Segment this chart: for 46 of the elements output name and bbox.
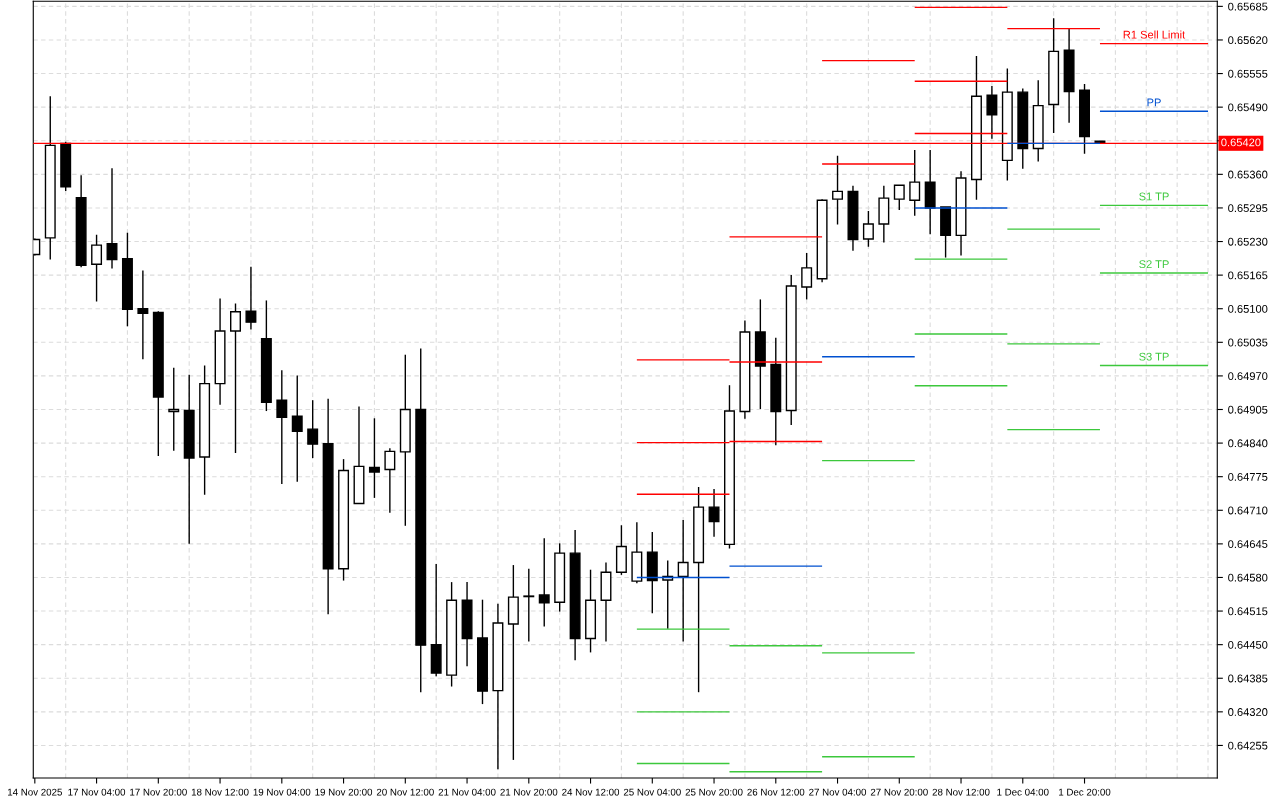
x-tick-label: 18 Nov 12:00 bbox=[191, 788, 249, 796]
y-tick-label: 0.64905 bbox=[1228, 405, 1268, 414]
x-tick-label: 17 Nov 04:00 bbox=[68, 788, 126, 796]
series-label: S2 TP bbox=[1139, 260, 1169, 269]
y-tick-label: 0.65360 bbox=[1228, 170, 1268, 179]
x-tick-label: 26 Nov 12:00 bbox=[747, 788, 805, 796]
x-tick-label: 1 Dec 20:00 bbox=[1059, 788, 1111, 796]
x-tick-label: 24 Nov 12:00 bbox=[562, 788, 620, 796]
series-label: S3 TP bbox=[1139, 352, 1169, 361]
x-tick-label: 21 Nov 04:00 bbox=[438, 788, 496, 796]
x-tick-label: 1 Dec 04:00 bbox=[997, 788, 1049, 796]
series-label: S1 TP bbox=[1139, 192, 1169, 201]
x-tick-label: 21 Nov 20:00 bbox=[500, 788, 558, 796]
x-tick-label: 20 Nov 12:00 bbox=[376, 788, 434, 796]
y-tick-label: 0.64515 bbox=[1228, 607, 1268, 616]
y-tick-label: 0.64385 bbox=[1228, 674, 1268, 683]
x-tick-label: 27 Nov 04:00 bbox=[809, 788, 867, 796]
y-tick-label: 0.64255 bbox=[1228, 741, 1268, 750]
y-tick-label: 0.65165 bbox=[1228, 271, 1268, 280]
y-tick-label: 0.65685 bbox=[1228, 2, 1268, 11]
x-tick-label: 25 Nov 04:00 bbox=[623, 788, 681, 796]
y-tick-label: 0.65035 bbox=[1228, 338, 1268, 347]
series-label: R1 Sell Limit bbox=[1123, 30, 1186, 39]
x-tick-label: 19 Nov 20:00 bbox=[315, 788, 373, 796]
y-tick-label: 0.64775 bbox=[1228, 472, 1268, 481]
y-tick-label: 0.65100 bbox=[1228, 304, 1268, 313]
y-tick-label: 0.65490 bbox=[1228, 103, 1268, 112]
x-tick-label: 28 Nov 12:00 bbox=[932, 788, 990, 796]
y-tick-label: 0.64710 bbox=[1228, 506, 1268, 515]
y-tick-label: 0.64320 bbox=[1228, 708, 1268, 716]
y-tick-label: 0.64840 bbox=[1228, 439, 1268, 448]
x-tick-label: 14 Nov 2025 bbox=[8, 788, 62, 796]
y-tick-label: 0.65230 bbox=[1228, 237, 1268, 246]
y-tick-label: 0.64970 bbox=[1228, 372, 1268, 381]
ref-line-label: 0.65420 bbox=[1221, 138, 1261, 147]
x-tick-label: 25 Nov 20:00 bbox=[685, 788, 743, 796]
y-tick-label: 0.65620 bbox=[1228, 36, 1268, 45]
y-tick-label: 0.64645 bbox=[1228, 540, 1268, 549]
x-tick-label: 19 Nov 04:00 bbox=[253, 788, 311, 796]
y-tick-label: 0.65555 bbox=[1228, 69, 1268, 78]
y-tick-label: 0.64580 bbox=[1228, 573, 1268, 582]
series-label: PP bbox=[1147, 98, 1161, 107]
x-tick-label: 27 Nov 20:00 bbox=[870, 788, 928, 796]
y-tick-label: 0.65295 bbox=[1228, 204, 1268, 213]
x-tick-label: 17 Nov 20:00 bbox=[130, 788, 187, 796]
y-tick-label: 0.64450 bbox=[1228, 640, 1268, 649]
